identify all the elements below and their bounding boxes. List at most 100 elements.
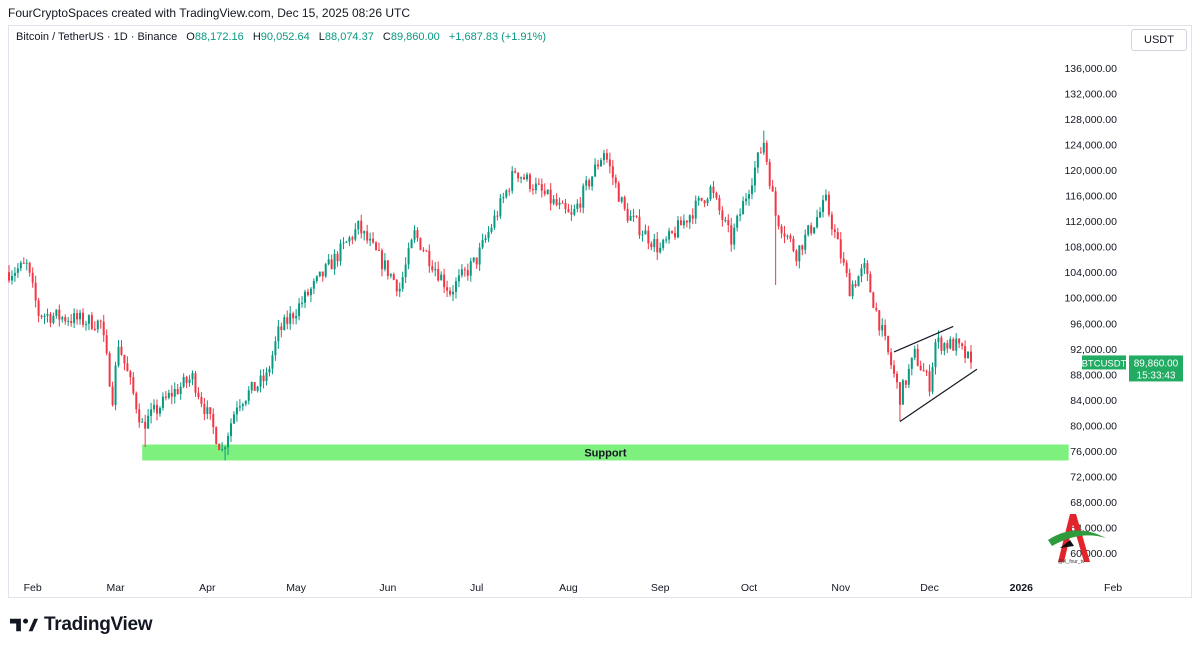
legend-low: 88,074.37 [324, 31, 374, 43]
candle-body [913, 349, 916, 358]
tradingview-logo[interactable]: TradingView [10, 614, 153, 636]
candle-body [682, 220, 685, 226]
candle-body [922, 370, 925, 372]
currency-selector[interactable]: USDT [1131, 29, 1187, 51]
candle-body [869, 274, 872, 293]
candle-body [170, 392, 173, 397]
candle-body [765, 142, 768, 162]
channel-line [893, 325, 954, 353]
candle-body [916, 349, 919, 366]
candle-body [810, 225, 813, 234]
candle-body [182, 376, 185, 387]
candle-body [79, 312, 82, 320]
y-tick-label: 112,000.00 [1065, 216, 1117, 228]
candle-body [457, 275, 460, 282]
price-chart[interactable]: 136,000.00 132,000.00 128,000.00 124,000.00… [0, 0, 1200, 600]
candle-body [55, 309, 58, 316]
candle-body [940, 337, 943, 351]
candle-body [750, 185, 753, 195]
candle-body [952, 339, 955, 351]
y-tick-label: 124,000.00 [1064, 140, 1117, 152]
candle-body [372, 238, 375, 243]
candle-body [67, 321, 70, 323]
candle-body [958, 338, 961, 344]
candle-body [582, 185, 585, 208]
candle-body [816, 217, 819, 228]
candle-body [827, 194, 830, 215]
candle-body [753, 167, 756, 186]
candle-body [786, 235, 789, 237]
candle-body [256, 386, 259, 391]
candle-body [866, 263, 869, 275]
candle-body [937, 337, 940, 343]
candle-body [901, 380, 904, 405]
candle-body [306, 291, 309, 296]
candle-body [286, 317, 289, 324]
candle-body [173, 388, 176, 397]
candle-body [694, 200, 697, 219]
candle-body [493, 215, 496, 228]
candle-body [955, 338, 958, 351]
candle-body [715, 192, 718, 198]
candle-body [235, 407, 238, 415]
candle-body [443, 274, 446, 288]
candle-body [768, 161, 771, 187]
candle-body [363, 231, 366, 234]
candle-body [212, 413, 215, 428]
y-tick-label: 108,000.00 [1064, 242, 1117, 254]
candle-body [58, 309, 61, 320]
candle-body [52, 315, 55, 323]
candle-body [126, 363, 129, 372]
candle-body [348, 237, 351, 242]
candle-body [792, 238, 795, 251]
candle-body [594, 164, 597, 177]
candle-body [907, 368, 910, 385]
candle-body [629, 215, 632, 221]
candle-body [404, 264, 407, 278]
candle-body [552, 199, 555, 204]
candle-body [508, 190, 511, 192]
candle-body [401, 277, 404, 289]
candle-body [188, 379, 191, 383]
rising-channel [893, 325, 978, 423]
candle-body [156, 405, 158, 414]
candle-body [478, 247, 481, 265]
candle-body [345, 241, 348, 243]
candle-body [570, 212, 573, 215]
candle-body [324, 264, 327, 277]
chart-caption: FourCryptoSpaces created with TradingVie… [8, 6, 410, 20]
candle-body [383, 260, 386, 270]
candle-body [339, 243, 342, 262]
watermark-handle: @X_four_tv [1058, 559, 1085, 565]
candle-body [422, 249, 425, 251]
x-tick-label: Oct [741, 582, 757, 594]
y-tick-label: 136,000.00 [1064, 63, 1117, 75]
candle-body [697, 197, 700, 201]
candle-body [857, 276, 860, 287]
candle-body [644, 230, 647, 235]
support-label: Support [584, 447, 626, 459]
symbol-legend: Bitcoin / TetherUS · 1D · Binance O88,17… [16, 31, 546, 43]
candle-body [232, 414, 235, 424]
candle-body [555, 199, 558, 205]
candle-body [241, 404, 244, 407]
y-tick-label: 116,000.00 [1065, 191, 1117, 203]
candle-body [312, 280, 315, 289]
candle-body [93, 328, 96, 330]
candle-body [342, 242, 345, 244]
candle-body [665, 239, 668, 241]
candle-body [730, 225, 733, 245]
candle-body [709, 186, 712, 200]
candle-body [576, 203, 579, 209]
candle-body [247, 390, 250, 401]
candle-body [934, 342, 937, 368]
candle-body [301, 302, 304, 304]
candle-body [783, 233, 786, 237]
candle-body [37, 300, 40, 316]
candle-body [824, 194, 827, 201]
candle-body [505, 190, 508, 198]
candle-body [167, 392, 170, 398]
candle-body [626, 208, 629, 221]
candle-body [16, 268, 19, 273]
channel-line [899, 368, 978, 423]
